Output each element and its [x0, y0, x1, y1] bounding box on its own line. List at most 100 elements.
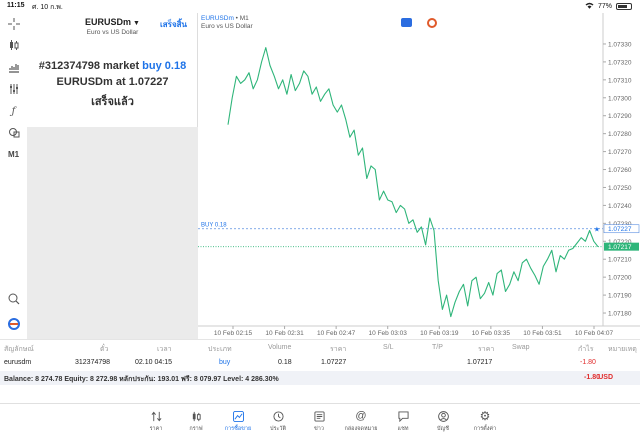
- symbol-selector[interactable]: EURUSDm ▼: [27, 17, 198, 27]
- y-tick-label: 1.07190: [608, 293, 632, 300]
- price-series-line: [227, 47, 599, 318]
- order-text: #312374798 market: [38, 60, 140, 72]
- status-bar: 11:15 ศ. 10 ก.พ. 77%: [0, 0, 640, 13]
- trade-chart-icon: [218, 409, 258, 423]
- y-tick-label: 1.07260: [608, 167, 632, 174]
- fill-text: EURUSDm at: [56, 76, 126, 88]
- row-volume: 0.18: [278, 359, 292, 366]
- mail-at-icon: @: [355, 410, 367, 422]
- settings-sliders-icon[interactable]: [5, 82, 22, 96]
- y-tick-label: 1.07210: [608, 257, 632, 264]
- tab-mailbox[interactable]: @ กล่องจดหมาย: [341, 409, 381, 433]
- chart-plot[interactable]: 1.07330 1.07320 1.07310 1.07300 1.07290 1.072…: [198, 13, 640, 339]
- fill-price: 1.07227: [128, 76, 169, 88]
- x-tick-label: 10 Feb 02:31: [265, 330, 304, 337]
- x-tick-label: 10 Feb 03:19: [420, 330, 459, 337]
- crosshair-icon[interactable]: [5, 17, 22, 31]
- total-profit: -1.80: [584, 374, 600, 381]
- symbol-name: EURUSDm: [85, 17, 132, 27]
- x-tick-label: 10 Feb 04:07: [575, 330, 614, 337]
- col-header-current: ราคา: [478, 346, 495, 353]
- buy-price-tag: [603, 224, 640, 234]
- y-tick-label: 1.07330: [608, 41, 632, 48]
- app-logo-icon[interactable]: [5, 317, 22, 331]
- history-icon: [258, 409, 298, 423]
- col-header-tp: T/P: [432, 344, 443, 351]
- chart-toolbar: ƒ M1: [0, 13, 27, 339]
- y-tick-label: 1.07320: [608, 59, 632, 66]
- col-header-price: ราคา: [330, 346, 347, 353]
- trade-result-panel: EURUSDm ▼ เสร็จสิ้น Euro vs US Dollar #31…: [27, 13, 198, 127]
- col-header-volume: Volume: [268, 344, 292, 351]
- y-tick-label: 1.07290: [608, 113, 632, 120]
- row-ticket: 312374798: [75, 359, 111, 366]
- price-chart[interactable]: 1.07330 1.07320 1.07310 1.07300 1.07290 1.072…: [198, 13, 640, 339]
- row-price: 1.07227: [321, 359, 347, 366]
- trade-message-line1: #312374798 market buy 0.18: [27, 60, 198, 72]
- done-button[interactable]: เสร็จสิ้น: [160, 20, 187, 29]
- tab-label: การตั้งค่า: [473, 426, 497, 432]
- zoom-icon[interactable]: [5, 292, 22, 306]
- tab-trade[interactable]: การซื้อขาย: [218, 409, 258, 433]
- y-tick-label: 1.07250: [608, 185, 632, 192]
- col-header-profit: กำไร: [578, 346, 594, 353]
- tab-label: การซื้อขาย: [224, 426, 252, 432]
- indicators-icon[interactable]: [5, 60, 22, 74]
- status-date: ศ. 10 ก.พ.: [32, 4, 63, 11]
- settings-gear-icon: ⚙: [479, 409, 491, 423]
- battery-icon: [616, 3, 632, 10]
- chart-description: Euro vs US Dollar: [201, 23, 253, 30]
- candles-icon[interactable]: [5, 38, 22, 52]
- currency-label: USD: [598, 374, 613, 381]
- account-icon: [423, 409, 463, 423]
- battery-percent: 77%: [597, 3, 612, 10]
- x-tick-label: 10 Feb 03:03: [369, 330, 408, 337]
- wifi-icon: [585, 2, 594, 11]
- col-header-swap: Swap: [512, 344, 530, 351]
- tab-accounts[interactable]: บัญชี: [423, 409, 463, 433]
- tab-settings[interactable]: ⚙ การตั้งค่า: [465, 409, 505, 433]
- objects-icon[interactable]: [5, 125, 22, 139]
- current-price-tag: [604, 242, 639, 251]
- tab-label: แชท: [397, 426, 409, 432]
- y-tick-label: 1.07230: [608, 221, 632, 228]
- col-header-symbol: สัญลักษณ์: [4, 346, 34, 353]
- y-tick-label: 1.07300: [608, 95, 632, 102]
- tab-label: บัญชี: [437, 426, 449, 432]
- tab-label: กราฟ: [189, 426, 203, 432]
- x-tick-label: 10 Feb 03:51: [523, 330, 562, 337]
- status-time: 11:15: [7, 2, 25, 9]
- col-header-sl: S/L: [383, 344, 394, 351]
- y-tick-label: 1.07240: [608, 203, 632, 210]
- account-summary: Balance: 8 274.78 Equity: 8 272.98 หลักป…: [0, 371, 640, 385]
- function-icon[interactable]: ƒ: [11, 105, 16, 117]
- tab-quotes[interactable]: ราคา: [136, 409, 176, 433]
- symbol-description: Euro vs US Dollar: [86, 29, 139, 36]
- y-tick-label: 1.07280: [608, 131, 632, 138]
- balance-text: Balance: 8 274.78 Equity: 8 272.98 หลักป…: [4, 376, 279, 383]
- chart-timeframe: • M1: [233, 15, 249, 22]
- one-click-trading-icon[interactable]: [401, 18, 412, 27]
- broker-logo-icon[interactable]: [427, 18, 437, 28]
- timeframe-button[interactable]: M1: [7, 149, 20, 159]
- chevron-down-icon: ▼: [133, 20, 140, 27]
- tab-chart[interactable]: กราฟ: [176, 409, 216, 433]
- tab-label: กล่องจดหมาย: [344, 426, 378, 432]
- y-tick-label: 1.07180: [608, 311, 632, 318]
- y-tick-label: 1.07310: [608, 77, 632, 84]
- panel-background: [27, 127, 198, 339]
- x-tick-label: 10 Feb 02:47: [317, 330, 356, 337]
- x-tick-label: 10 Feb 02:15: [214, 330, 253, 337]
- row-type: buy: [219, 359, 231, 366]
- tab-chat[interactable]: แชท: [383, 409, 423, 433]
- col-header-comment: หมายเหตุ: [608, 346, 637, 353]
- chat-icon: [383, 409, 423, 423]
- col-header-time: เวลา: [157, 346, 172, 353]
- buy-level-label: BUY 0.18: [201, 223, 227, 229]
- row-time: 02.10 04:15: [135, 359, 172, 366]
- x-tick-label: 10 Feb 03:35: [472, 330, 511, 337]
- tab-news[interactable]: ข่าว: [299, 409, 339, 433]
- trade-marker-icon: ★: [594, 226, 600, 234]
- current-price-tag-text: 1.07217: [608, 244, 632, 251]
- tab-history[interactable]: ประวัติ: [258, 409, 298, 433]
